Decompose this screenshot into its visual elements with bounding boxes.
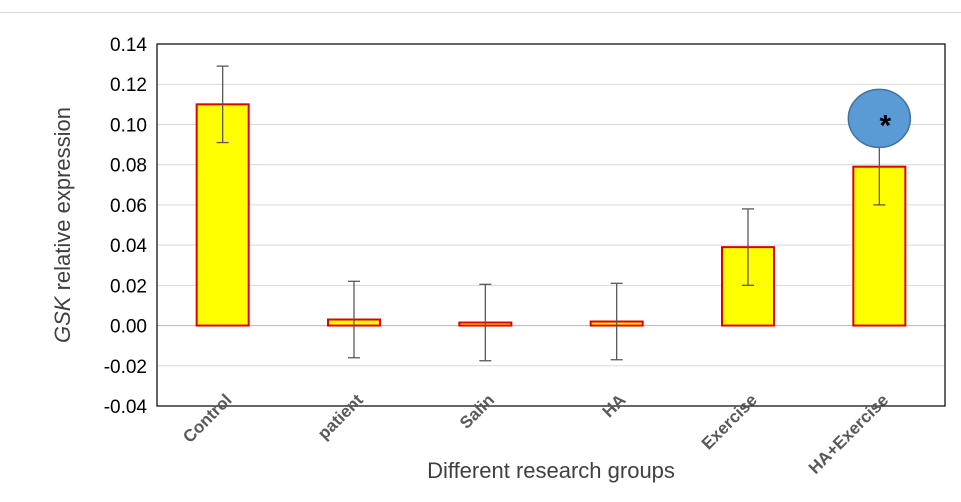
y-tick-label: 0.00 [110, 317, 147, 338]
y-tick-label: 0.08 [110, 156, 147, 177]
category-label: Control [179, 390, 235, 446]
y-tick-label: -0.04 [104, 397, 148, 418]
significance-marker [847, 88, 912, 149]
y-axis-title-gene: GSK [50, 295, 75, 343]
y-tick-label: 0.02 [110, 276, 147, 297]
top-divider [0, 12, 961, 13]
plot-area-frame [156, 43, 946, 407]
y-tick-label: 0.12 [110, 75, 147, 96]
y-tick-label: 0.10 [110, 115, 147, 136]
gridlines [157, 43, 945, 407]
category-label: patient [314, 390, 367, 443]
error-bars [216, 65, 886, 362]
significance-annotation: * [847, 88, 912, 149]
category-label: Exercise [698, 390, 761, 453]
bars [195, 103, 907, 327]
significance-asterisk: * [879, 109, 891, 142]
category-label: Salin [456, 390, 498, 432]
y-tick-labels: -0.04 -0.02 0.00 0.02 0.04 0.06 0.08 0.10 0.12 0.… [104, 35, 148, 418]
y-axis-title-rest: relative expression [50, 107, 75, 297]
y-tick-label: 0.04 [110, 236, 147, 257]
y-tick-label: -0.02 [104, 357, 147, 378]
y-tick-label: 0.14 [110, 35, 147, 56]
y-tick-label: 0.06 [110, 196, 147, 217]
category-label: HA [599, 390, 630, 421]
y-axis-title: GSK relative expression [50, 107, 75, 343]
category-label: HA+Exercise [805, 390, 892, 477]
x-axis-title: Different research groups [427, 458, 675, 483]
